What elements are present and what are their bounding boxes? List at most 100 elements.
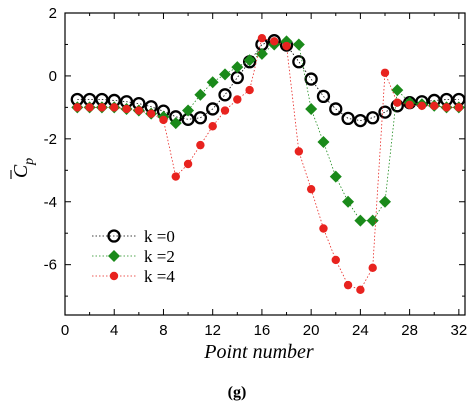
x-tick-label: 24: [352, 322, 369, 339]
figure-caption: (g): [227, 384, 247, 401]
data-point: [354, 214, 367, 227]
data-point: [193, 111, 208, 125]
data-point: [292, 38, 305, 51]
y-tick-label: 2: [49, 5, 57, 22]
series-0: [70, 34, 466, 128]
data-point: [306, 184, 316, 194]
data-point: [196, 140, 205, 150]
legend-label: k =2: [144, 247, 175, 266]
data-point: [356, 285, 365, 295]
data-point: [110, 103, 119, 112]
x-tick-label: 16: [254, 322, 271, 339]
legend-item: k =0: [92, 227, 175, 246]
data-point: [317, 135, 330, 148]
data-point: [85, 103, 94, 112]
data-point: [243, 54, 256, 67]
data-point: [304, 72, 318, 86]
data-point: [218, 88, 232, 102]
x-axis-label: Point number: [203, 341, 314, 363]
data-point: [417, 101, 427, 111]
data-point: [393, 98, 402, 107]
legend-marker: [109, 271, 119, 281]
data-point: [206, 76, 219, 89]
data-point: [343, 280, 353, 290]
data-point: [379, 195, 391, 208]
data-point: [329, 170, 342, 183]
legend: k =0k =2k =4: [92, 227, 175, 286]
x-tick-label: 32: [451, 322, 468, 339]
data-point: [292, 55, 306, 69]
data-point: [331, 255, 340, 265]
y-tick-label: -4: [44, 194, 57, 211]
legend-item: k =4: [92, 267, 175, 286]
legend-marker: [107, 229, 121, 243]
data-point: [219, 68, 231, 81]
data-point: [97, 103, 107, 112]
legend-marker: [108, 250, 120, 262]
data-point: [282, 41, 291, 51]
x-tick-label: 4: [110, 322, 118, 339]
data-point: [380, 68, 390, 77]
data-point: [329, 102, 343, 116]
data-point: [257, 33, 267, 43]
data-point: [366, 214, 379, 227]
legend-label: k =4: [144, 267, 175, 286]
data-point: [73, 103, 82, 112]
data-point: [194, 88, 207, 101]
x-tick-label: 12: [204, 322, 221, 339]
data-point: [341, 111, 355, 126]
x-tick-label: 0: [61, 322, 69, 339]
data-point: [183, 159, 193, 169]
data-point: [146, 109, 156, 118]
legend-label: k =0: [144, 227, 175, 246]
y-axis-label-subscript: p: [22, 158, 37, 166]
y-axis-label: Cp: [10, 158, 37, 179]
y-tick-label: -2: [44, 131, 57, 148]
data-point: [454, 103, 464, 112]
data-point: [206, 102, 220, 116]
x-tick-label: 28: [401, 322, 418, 339]
data-point: [368, 263, 377, 273]
data-point: [159, 115, 168, 125]
data-point: [294, 147, 304, 156]
data-point: [378, 105, 392, 119]
data-point: [319, 224, 328, 233]
legend-item: k =2: [92, 247, 175, 266]
series-layer: [70, 33, 466, 295]
data-point: [255, 47, 268, 60]
svg-text:Cp: Cp: [10, 158, 37, 178]
x-tick-label: 20: [303, 322, 320, 339]
data-point: [231, 61, 244, 74]
x-tick-label: 8: [159, 322, 167, 339]
plot-frame: [64, 12, 466, 316]
data-point: [233, 95, 242, 104]
series-2: [73, 33, 464, 295]
data-point: [245, 85, 254, 95]
data-point: [182, 104, 195, 117]
y-axis-label-main: C: [10, 164, 32, 178]
series-1: [71, 35, 465, 227]
data-point: [405, 100, 414, 110]
data-point: [353, 113, 368, 128]
series-line: [77, 40, 459, 222]
data-point: [134, 106, 144, 115]
data-point: [230, 70, 244, 85]
data-point: [305, 102, 318, 115]
data-point: [342, 195, 355, 208]
data-point: [442, 103, 451, 112]
series-line: [77, 37, 459, 291]
data-point: [220, 106, 230, 115]
y-tick-label: 0: [49, 68, 57, 85]
data-point: [391, 84, 404, 97]
data-point: [430, 101, 439, 111]
data-point: [208, 122, 217, 131]
y-tick-label: -6: [44, 257, 57, 274]
data-point: [171, 172, 180, 181]
data-point: [122, 104, 131, 114]
data-point: [169, 117, 182, 130]
data-point: [270, 37, 279, 46]
data-point: [316, 89, 331, 104]
data-point: [366, 111, 380, 125]
